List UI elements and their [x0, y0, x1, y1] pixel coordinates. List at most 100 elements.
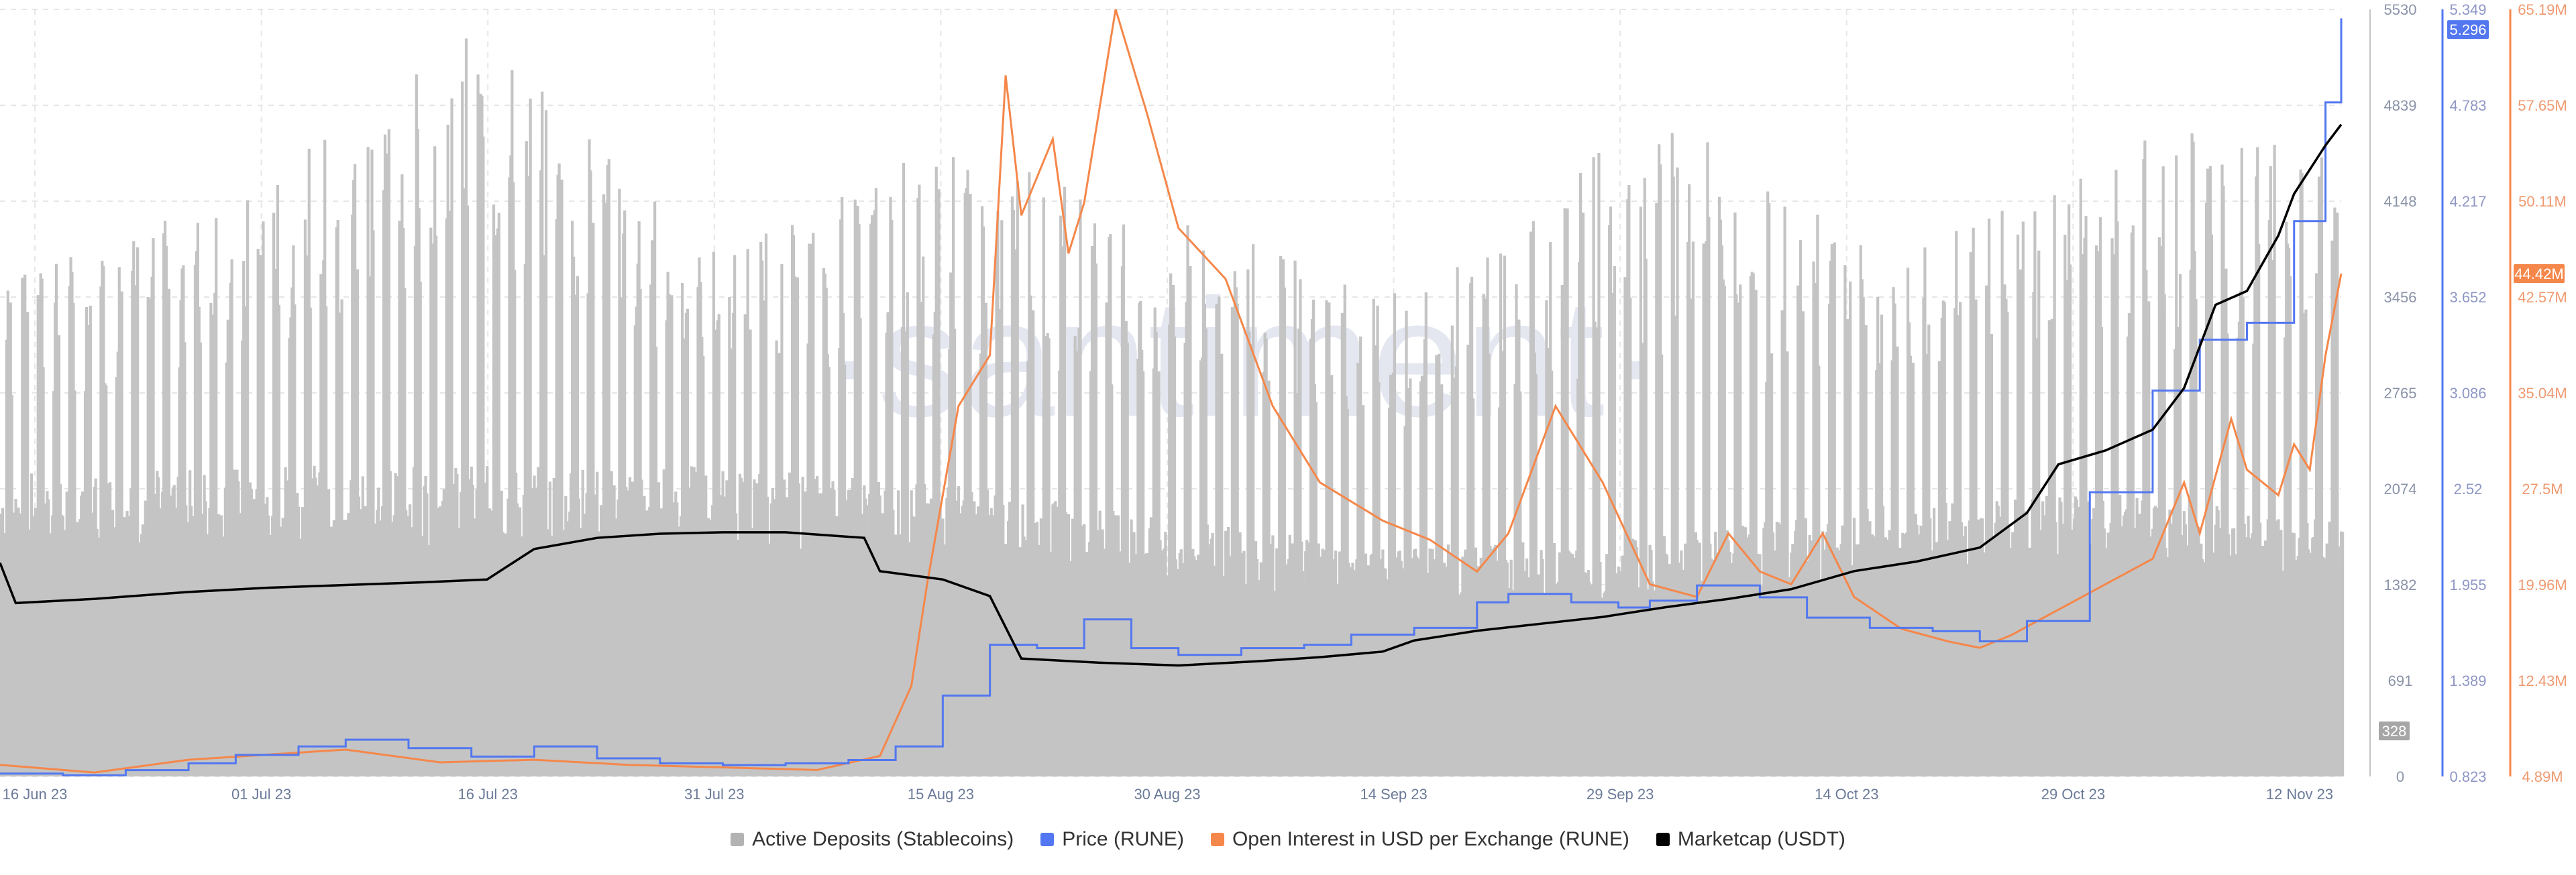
deposit-bar	[1094, 264, 1097, 776]
price-current-badge: 5.296	[2449, 21, 2486, 38]
deposit-bar	[2163, 294, 2166, 776]
price-axis-label: 5.349	[2449, 1, 2486, 18]
deposit-bar	[1660, 354, 1664, 776]
price-axis-label: 4.783	[2449, 97, 2486, 114]
deposit-bar	[1581, 213, 1585, 776]
oi-axis-label: 57.65M	[2518, 97, 2567, 114]
x-tick-label: 16 Jul 23	[458, 786, 518, 803]
deposit-bar	[2131, 225, 2135, 776]
oi-axis-label: 19.96M	[2518, 577, 2567, 593]
deposit-bar	[2288, 276, 2292, 776]
legend-item[interactable]: Active Deposits (Stablecoins)	[731, 828, 1014, 851]
deposit-bar	[874, 188, 878, 776]
legend-label: Open Interest in USD per Exchange (RUNE)	[1232, 828, 1629, 850]
series-lines	[0, 9, 2343, 776]
deposit-bar	[1566, 208, 1569, 776]
deposit-bar	[1456, 267, 1459, 777]
deposit-bar	[906, 292, 909, 776]
deposit-bar	[2116, 221, 2119, 776]
price-axis-label: 4.217	[2449, 193, 2486, 210]
oi-current-badge: 44.42M	[2514, 266, 2563, 282]
price-axis-label: 2.52	[2454, 481, 2483, 498]
x-tick-label: 12 Nov 23	[2266, 786, 2333, 803]
deposit-bar	[1220, 353, 1224, 776]
legend-label: Price (RUNE)	[1062, 828, 1184, 850]
legend-swatch	[731, 833, 745, 846]
deposit-bar	[120, 291, 123, 776]
x-tick-label: 29 Oct 23	[2041, 786, 2105, 803]
deposit-bar	[1236, 303, 1239, 776]
open-interest-line	[0, 9, 2343, 774]
deposit-bar	[1644, 258, 1648, 776]
deposit-bar	[1817, 365, 1821, 776]
oi-axis-label: 42.57M	[2518, 289, 2567, 306]
legend-label: Active Deposits (Stablecoins)	[752, 828, 1014, 850]
deposits-axis-label: 4148	[2384, 193, 2417, 210]
deposit-bar	[780, 264, 784, 776]
oi-axis-label: 65.19M	[2518, 1, 2567, 18]
deposit-bar	[1691, 241, 1695, 776]
oi-axis-label: 12.43M	[2518, 673, 2567, 689]
deposit-bar	[1754, 290, 1758, 776]
axes: 16 Jun 23 01 Jul 23 16 Jul 23 31 Jul 23 15 A…	[3, 1, 2567, 803]
deposit-bar	[544, 110, 548, 777]
deposit-bar	[2053, 195, 2056, 777]
deposits-current-badge-bg	[2379, 721, 2410, 741]
deposit-bar	[1597, 153, 1601, 777]
deposit-bar	[1440, 384, 1444, 776]
deposit-bar	[1833, 242, 1836, 776]
oi-axis-label: 4.89M	[2522, 768, 2563, 785]
deposit-bar	[969, 194, 972, 777]
legend-item[interactable]: Marketcap (USDT)	[1656, 828, 1845, 851]
active-deposits-bars	[0, 38, 2345, 777]
legend-swatch	[1040, 833, 1055, 846]
x-tick-label: 29 Sep 23	[1587, 786, 1654, 803]
deposit-bar	[2336, 213, 2339, 776]
deposit-bar	[1503, 255, 1506, 776]
deposit-bar	[435, 235, 438, 776]
deposit-bar	[1016, 181, 1019, 777]
oi-axis-label: 50.11M	[2518, 193, 2567, 210]
deposit-bar	[1173, 336, 1177, 776]
deposit-bar	[372, 230, 375, 777]
legend-swatch	[1656, 833, 1670, 846]
deposit-bar	[2037, 250, 2041, 776]
deposit-bar	[387, 129, 390, 776]
deposits-current-badge: 328	[2382, 723, 2407, 740]
deposits-axis-label: 1382	[2384, 577, 2417, 593]
x-tick-label: 14 Sep 23	[1360, 786, 1427, 803]
deposit-bar	[2178, 274, 2182, 776]
deposit-bar	[1707, 217, 1711, 776]
deposit-bar	[1723, 286, 1726, 777]
legend-item[interactable]: Open Interest in USD per Exchange (RUNE)	[1210, 828, 1629, 851]
deposit-bar	[1283, 287, 1287, 777]
deposits-axis-label: 5530	[2384, 1, 2417, 18]
deposits-axis-label: 2765	[2384, 385, 2417, 402]
deposit-bar	[560, 179, 564, 776]
legend-item[interactable]: Price (RUNE)	[1040, 828, 1184, 851]
deposits-axis-label: 691	[2388, 673, 2413, 689]
deposit-bar	[2273, 144, 2276, 776]
deposit-bar	[2210, 234, 2214, 776]
deposit-bar	[450, 98, 453, 776]
x-tick-label: 15 Aug 23	[908, 786, 974, 803]
deposit-bar	[2069, 264, 2072, 776]
deposit-bar	[1424, 292, 1428, 777]
deposit-bar	[1252, 244, 1255, 777]
deposit-bar	[215, 218, 218, 776]
deposit-bar	[497, 213, 500, 776]
deposit-bar	[482, 136, 485, 776]
deposit-bar	[1849, 281, 1852, 776]
legend: Active Deposits (Stablecoins) Price (RUNE…	[0, 823, 2576, 856]
deposit-bar	[1739, 284, 1742, 776]
deposit-bar	[2257, 243, 2261, 776]
x-tick-label: 01 Jul 23	[231, 786, 291, 803]
price-axis-label: 0.823	[2449, 768, 2486, 785]
price-axis-label: 1.955	[2449, 577, 2486, 593]
deposit-bar	[262, 221, 265, 776]
deposit-bar	[890, 219, 894, 776]
x-tick-label: 30 Aug 23	[1134, 786, 1200, 803]
x-tick-label: 14 Oct 23	[1815, 786, 1878, 803]
deposits-axis-label: 3456	[2384, 289, 2417, 306]
deposit-bar	[419, 282, 422, 776]
